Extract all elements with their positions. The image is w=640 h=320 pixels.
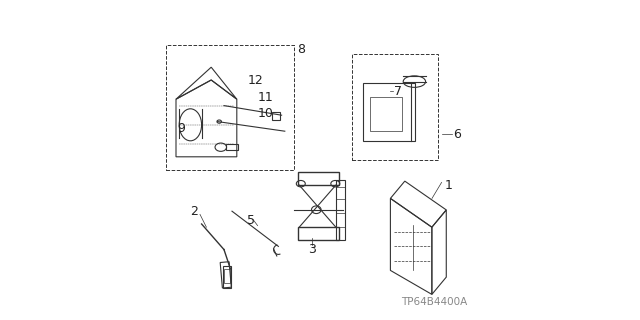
Text: 12: 12 — [248, 74, 264, 86]
Bar — [226, 144, 239, 150]
Bar — [224, 269, 230, 283]
Bar — [272, 112, 280, 120]
Bar — [364, 83, 415, 141]
Bar — [352, 54, 438, 160]
Bar — [220, 262, 231, 288]
Text: 10: 10 — [258, 107, 273, 120]
Bar — [370, 97, 403, 131]
Bar — [336, 180, 346, 240]
Text: 9: 9 — [178, 122, 186, 134]
Text: 1: 1 — [445, 179, 452, 192]
Text: 3: 3 — [308, 243, 316, 256]
Text: 2: 2 — [191, 205, 198, 218]
Text: 5: 5 — [247, 214, 255, 227]
Text: 8: 8 — [298, 43, 306, 56]
Bar — [298, 172, 339, 185]
Bar — [166, 45, 294, 170]
Bar — [223, 266, 232, 288]
Bar — [298, 227, 339, 240]
Text: 11: 11 — [258, 91, 273, 104]
Text: 7: 7 — [394, 85, 402, 98]
Text: TP64B4400A: TP64B4400A — [401, 297, 467, 307]
Text: 6: 6 — [453, 128, 461, 141]
